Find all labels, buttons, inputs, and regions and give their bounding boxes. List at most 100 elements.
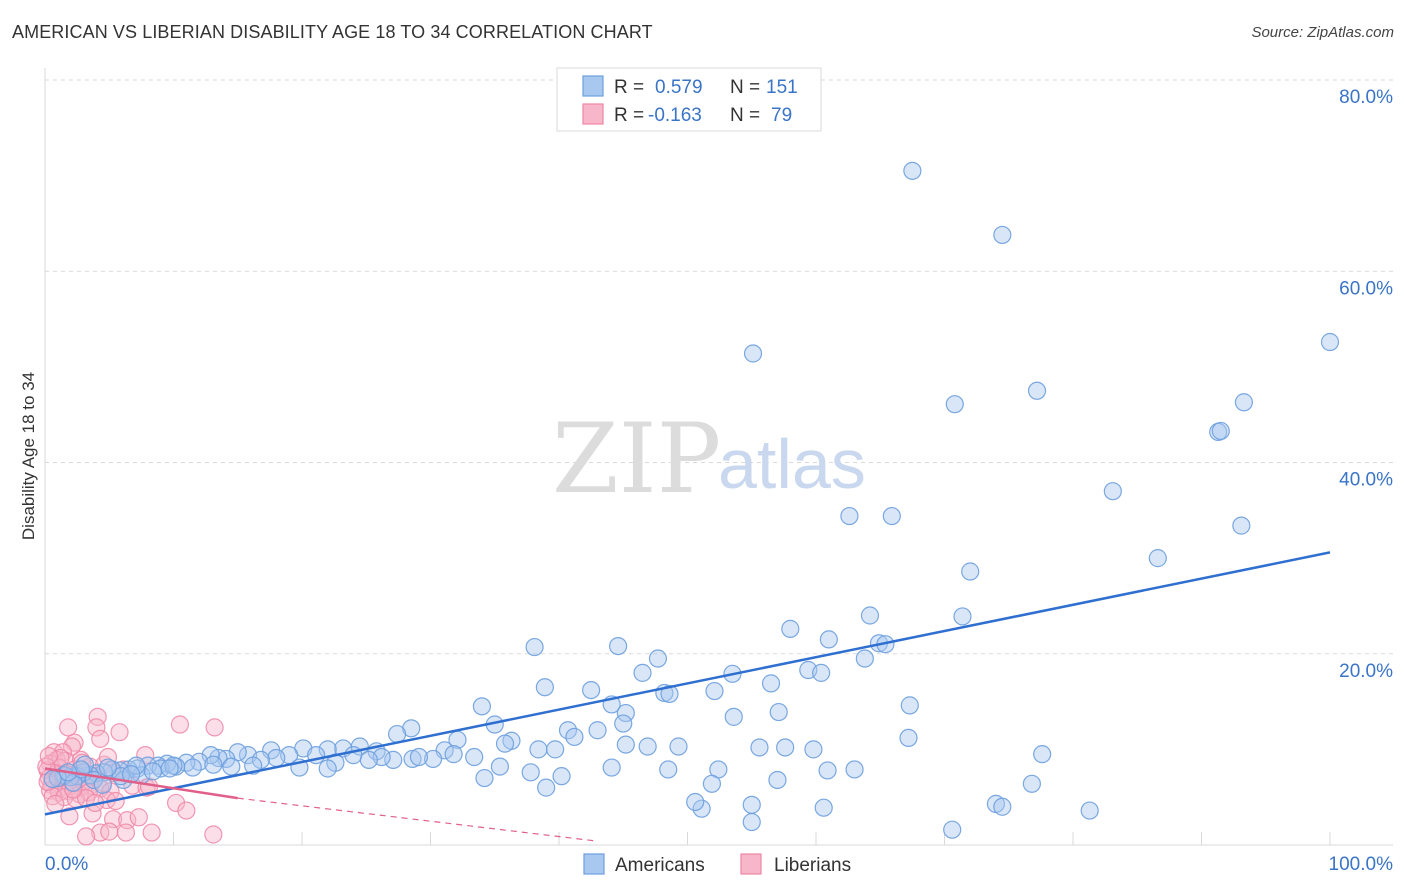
american-point [1033,745,1052,764]
bottom-legend-swatch-liberians [740,853,762,875]
american-point [814,798,833,817]
american-point [609,636,628,656]
american-point [812,663,831,682]
y-tick-labels: 20.0% 40.0% 60.0% 80.0% [1339,87,1393,682]
american-point [776,738,795,757]
y-tick-label: 80.0% [1339,87,1393,108]
american-point [616,735,635,754]
axes [44,68,1393,846]
american-point [900,696,919,715]
american-point [143,762,163,781]
american-point [993,225,1012,245]
y-axis-label: Disability Age 18 to 34 [19,372,38,540]
liberians-trend-line [44,767,238,800]
x-tick-label: 0.0% [45,854,88,875]
american-point [860,606,880,625]
american-point [1080,801,1099,820]
american-point [148,756,168,775]
american-point [961,562,980,581]
liberian-point [59,718,78,737]
american-point [222,757,241,776]
legend: R = 0.579 N = 151 R = -0.163 N = 79 [556,67,822,132]
liberian-point [39,746,58,766]
american-point [160,759,179,778]
american-point [702,774,722,793]
liberian-point [116,823,136,842]
american-point [945,395,964,414]
american-point [1103,482,1122,501]
liberian-point [87,718,106,737]
american-point [614,714,633,733]
american-point [669,737,688,756]
liberian-point [100,822,119,841]
american-point [475,768,494,788]
american-point [546,740,565,759]
american-point [1027,381,1047,400]
liberian-point [136,746,155,765]
liberian-point [142,823,161,842]
american-point [845,760,864,779]
american-point [183,758,202,777]
watermark-zip-text: ZIP [552,403,721,515]
american-point [525,637,544,657]
chart-title: AMERICAN VS LIBERIAN DISABILITY AGE 18 T… [12,22,653,42]
liberian-point [91,729,110,748]
american-point [705,681,724,701]
y-tick-label: 40.0% [1339,470,1393,491]
american-point [818,761,837,780]
legend-swatch-americans [582,75,604,97]
american-point [552,767,571,786]
liberian-point [170,715,190,734]
liberian-point [177,801,196,820]
american-point [686,792,705,812]
grid-lines [45,79,1393,655]
legend-n-label-liberians: N = [730,105,760,126]
american-point [521,763,540,782]
legend-r-value-liberians: -0.163 [648,105,702,126]
liberian-point [110,723,129,742]
bottom-legend: Americans Liberians [583,853,851,876]
american-point [768,770,787,790]
liberian-point [60,807,79,826]
american-point [633,663,652,682]
american-point [127,756,146,775]
american-point [384,750,403,769]
liberian-point [204,825,223,844]
american-point [1320,332,1340,352]
american-point [761,674,781,693]
x-tick-labels: 0.0% 100.0% [45,854,1393,875]
american-point [409,747,429,767]
american-point [1211,421,1230,441]
watermark-atlas-text: atlas [718,425,866,503]
american-point [648,649,668,668]
american-point [953,607,972,626]
americans-points [43,161,1340,839]
american-point [781,619,800,638]
trend-lines [44,551,1331,842]
american-point [495,734,515,753]
american-point [659,760,678,779]
american-point [558,721,578,740]
american-point [588,721,607,740]
americans-trend-line [44,551,1331,816]
liberian-point [129,808,148,827]
american-point [882,506,901,526]
american-point [840,506,859,526]
american-point [660,684,679,704]
american-point [804,740,823,759]
american-point [1022,774,1041,793]
american-point [444,745,463,764]
american-point [204,755,223,774]
american-point [1234,393,1254,412]
american-point [318,759,337,778]
american-point [537,778,556,797]
american-point [98,758,118,777]
american-point [993,797,1012,816]
legend-r-value-americans: 0.579 [655,77,703,98]
american-point [1148,549,1167,568]
american-point [855,649,874,668]
american-point [819,630,838,649]
bottom-legend-swatch-americans [583,853,605,875]
watermark: ZIP atlas [552,403,866,515]
